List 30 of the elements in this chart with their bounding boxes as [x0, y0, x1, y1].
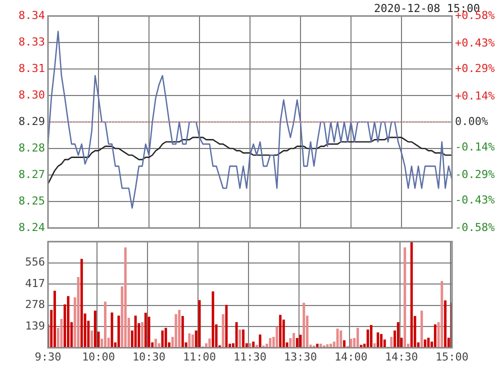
y-tick-label: 8.33: [18, 35, 45, 48]
y2-tick-label: -0.29%: [455, 168, 496, 181]
y2-tick-label: -0.58%: [455, 220, 496, 234]
y-tick-label: 8.34: [18, 8, 46, 22]
x-tick-label: 11:00: [182, 350, 216, 364]
y-tick-label: 8.25: [18, 194, 45, 208]
y2-tick-label: -0.43%: [455, 193, 496, 206]
x-tick-label: 11:30: [233, 350, 267, 364]
y-tick-label: 139: [25, 319, 45, 332]
x-tick-label: 13:30: [284, 350, 318, 364]
x-tick-label: 14:00: [334, 350, 368, 364]
y-tick-label: 556: [25, 256, 45, 269]
x-tick-label: 10:30: [132, 350, 166, 364]
y2-tick-label: +0.29%: [455, 62, 496, 75]
y2-tick-label: 0.00%: [455, 114, 488, 128]
y-tick-label: 8.30: [18, 88, 45, 102]
y-tick-label: 278: [25, 298, 45, 312]
x-tick-label: 15:00: [435, 350, 469, 364]
y-tick-label: 8.28: [18, 141, 45, 154]
x-tick-label: 9:30: [34, 350, 62, 364]
y2-tick-label: +0.43%: [455, 36, 496, 50]
y-tick-label: 8.29: [18, 114, 45, 128]
y2-tick-label: +0.14%: [455, 89, 496, 102]
y-tick-label: 8.24: [18, 220, 46, 234]
y-tick-label: 8.27: [18, 168, 45, 181]
y-tick-label: 417: [25, 276, 45, 290]
x-tick-label: 10:00: [82, 350, 116, 364]
y-tick-label: 8.31: [18, 62, 45, 75]
x-tick-label: 14:30: [384, 350, 418, 364]
y2-tick-label: -0.14%: [455, 140, 496, 154]
